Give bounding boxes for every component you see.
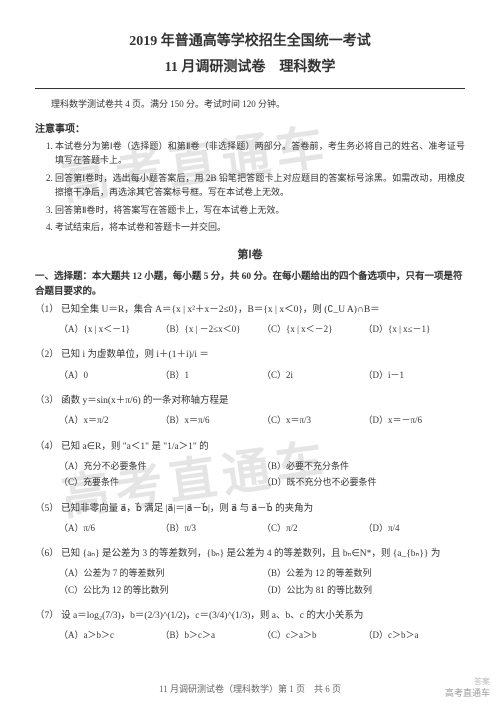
question-6: （6） 已知 {aₙ} 是公差为 3 的等差数列，{bₙ} 是公差为 4 的等差… xyxy=(35,547,465,599)
q-text: 设 a＝log₂(7/3)，b＝(2/3)^(1/2)，c＝(3/4)^(1/3… xyxy=(61,611,363,621)
options: （A）a＞b＞c （B）b＞c＞a （C）c＞a＞b （D）c＞b＞a xyxy=(35,628,465,644)
option-c: （C）充要条件 xyxy=(59,475,262,489)
option-c: （C）c＞a＞b xyxy=(262,628,364,642)
q-text: 已知全集 U＝R，集合 A＝{x | x²＋x－2≤0}，B＝{x | x＜0}… xyxy=(61,305,380,315)
option-d: （D）i－1 xyxy=(364,368,466,382)
notice-list: 本试卷分为第Ⅰ卷（选择题）和第Ⅱ卷（非选择题）两部分。答卷前，考生务必将自己的姓… xyxy=(35,139,465,234)
question-1: （1） 已知全集 U＝R，集合 A＝{x | x²＋x－2≤0}，B＝{x | … xyxy=(35,303,465,339)
option-d: （D）x＝－π/6 xyxy=(364,413,466,427)
options: （A）x＝π/2 （B）x＝π/6 （C）x＝π/3 （D）x＝－π/6 xyxy=(35,413,465,429)
q-num: （1） xyxy=(35,305,59,315)
part1-desc: 一、选择题：本大题共 12 小题，每小题 5 分，共 60 分。在每小题给出的四… xyxy=(35,270,465,299)
q-num: （5） xyxy=(35,504,59,514)
option-c: （C）公比为 12 的等比数列 xyxy=(59,583,262,597)
options: （A）0 （B）1 （C）2i （D）i－1 xyxy=(35,368,465,384)
subtitle: 理科数学测试卷共 4 页。满分 150 分。考试时间 120 分钟。 xyxy=(35,97,465,110)
options: （A）π/6 （B）π/3 （C）π/2 （D）π/4 xyxy=(35,521,465,537)
q-text: 已知非零向量 a⃗，b⃗ 满足 |a⃗|＝|a⃗－b⃗|，则 a⃗ 与 a⃗－b… xyxy=(61,504,313,514)
option-c: （C）π/2 xyxy=(262,521,364,535)
question-5: （5） 已知非零向量 a⃗，b⃗ 满足 |a⃗|＝|a⃗－b⃗|，则 a⃗ 与 … xyxy=(35,502,465,538)
title-underline xyxy=(35,88,465,89)
option-b: （B）x＝π/6 xyxy=(161,413,263,427)
options: （A）{x | x＜－1} （B）{x | －2≤x＜0} （C）{x | x＜… xyxy=(35,322,465,338)
question-7: （7） 设 a＝log₂(7/3)，b＝(2/3)^(1/2)，c＝(3/4)^… xyxy=(35,609,465,645)
option-c: （C）{x | x＜－2} xyxy=(262,322,364,336)
q-text: 函数 y＝sin(x＋π/6) 的一条对称轴方程是 xyxy=(61,396,228,406)
q-num: （2） xyxy=(35,350,59,360)
option-a: （A）a＞b＞c xyxy=(59,628,161,642)
option-b: （B）1 xyxy=(161,368,263,382)
options: （A）公差为 7 的等差数列 （B）公差为 12 的等差数列 （C）公比为 12… xyxy=(35,566,465,599)
q-text: 已知 i 为虚数单位，则 i＋(1＋i)/i ＝ xyxy=(61,350,209,360)
corner-mark-2: 高考直通车 xyxy=(445,686,490,699)
option-d: （D）π/4 xyxy=(364,521,466,535)
q-text: 已知 a∈R，则 "a＜1" 是 "1/a＞1" 的 xyxy=(61,442,209,452)
notice-heading: 注意事项： xyxy=(35,120,465,135)
exam-page: 2019 年普通高等学校招生全国统一考试 11 月调研测试卷 理科数学 理科数学… xyxy=(0,0,500,675)
option-a: （A）充分不必要条件 xyxy=(59,459,262,473)
part1-title: 第Ⅰ卷 xyxy=(35,246,465,262)
options: （A）充分不必要条件 （B）必要不充分条件 （C）充要条件 （D）既不充分也不必… xyxy=(35,459,465,492)
option-b: （B）公差为 12 的等差数列 xyxy=(262,566,465,580)
option-b: （B）b＞c＞a xyxy=(161,628,263,642)
option-b: （B）{x | －2≤x＜0} xyxy=(161,322,263,336)
option-a: （A）公差为 7 的等差数列 xyxy=(59,566,262,580)
option-c: （C）2i xyxy=(262,368,364,382)
notice-item: 本试卷分为第Ⅰ卷（选择题）和第Ⅱ卷（非选择题）两部分。答卷前，考生务必将自己的姓… xyxy=(55,139,465,168)
q-num: （7） xyxy=(35,611,59,621)
title-line-1: 2019 年普通高等学校招生全国统一考试 xyxy=(35,30,465,50)
option-d: （D）既不充分也不必要条件 xyxy=(262,475,465,489)
option-b: （B）必要不充分条件 xyxy=(262,459,465,473)
option-a: （A）{x | x＜－1} xyxy=(59,322,161,336)
title-line-2: 11 月调研测试卷 理科数学 xyxy=(35,56,465,76)
question-4: （4） 已知 a∈R，则 "a＜1" 是 "1/a＞1" 的 （A）充分不必要条… xyxy=(35,440,465,492)
option-d: （D）{x | x≤－1} xyxy=(364,322,466,336)
option-a: （A）π/6 xyxy=(59,521,161,535)
q-num: （6） xyxy=(35,549,59,559)
option-d: （D）公比为 81 的等比数列 xyxy=(262,583,465,597)
question-3: （3） 函数 y＝sin(x＋π/6) 的一条对称轴方程是 （A）x＝π/2 （… xyxy=(35,394,465,430)
option-a: （A）x＝π/2 xyxy=(59,413,161,427)
notice-item: 考试结束后，将本试卷和答题卡一并交回。 xyxy=(55,220,465,234)
notice-item: 回答第Ⅱ卷时，将答案写在答题卡上，写在本试卷上无效。 xyxy=(55,203,465,217)
q-text: 已知 {aₙ} 是公差为 3 的等差数列，{bₙ} 是公差为 4 的等差数列，且… xyxy=(61,549,440,559)
q-num: （4） xyxy=(35,442,59,452)
notice-item: 回答第Ⅰ卷时，选出每小题答案后，用 2B 铅笔把答题卡上对应题目的答案标号涂黑。… xyxy=(55,171,465,200)
option-b: （B）π/3 xyxy=(161,521,263,535)
option-d: （D）c＞b＞a xyxy=(364,628,466,642)
footer-text: 11 月调研测试卷（理科数学）第 1 页 共 6 页 xyxy=(0,682,500,695)
option-a: （A）0 xyxy=(59,368,161,382)
question-2: （2） 已知 i 为虚数单位，则 i＋(1＋i)/i ＝ （A）0 （B）1 （… xyxy=(35,348,465,384)
q-num: （3） xyxy=(35,396,59,406)
option-c: （C）x＝π/3 xyxy=(262,413,364,427)
